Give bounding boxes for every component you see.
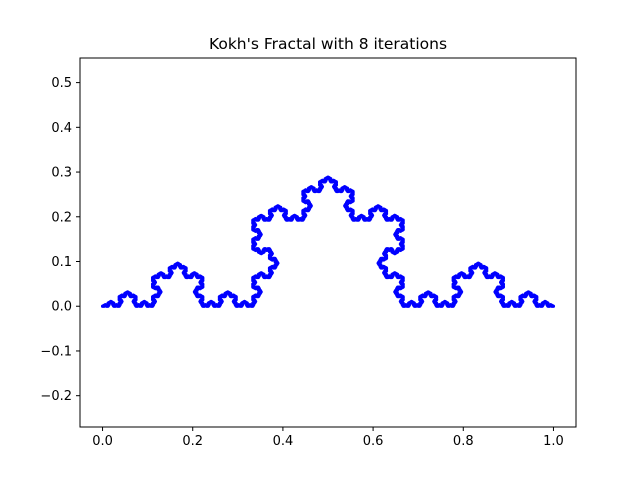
x-tick-label: 1.0 (543, 434, 564, 449)
x-tick-label: 0.0 (92, 434, 113, 449)
series-layer (100, 175, 556, 308)
chart-title: Kokh's Fractal with 8 iterations (209, 35, 447, 53)
y-tick-label: −0.2 (40, 389, 72, 404)
x-tick-label: 0.4 (273, 434, 294, 449)
y-tick-label: 0.5 (51, 76, 72, 91)
y-tick-label: 0.3 (51, 166, 72, 181)
y-tick-label: 0.4 (51, 121, 72, 136)
plot-area: 0.0 0.2 0.4 0.6 0.8 1.0 −0.2 −0.1 0.0 0.1 0.2 0.3 0… (40, 57, 577, 449)
y-axis: −0.2 −0.1 0.0 0.1 0.2 0.3 0.4 0.5 (40, 76, 80, 404)
x-tick-label: 0.2 (182, 434, 203, 449)
x-axis: 0.0 0.2 0.4 0.6 0.8 1.0 (92, 427, 564, 449)
y-tick-label: 0.1 (51, 255, 72, 270)
y-tick-label: 0.2 (51, 210, 72, 225)
axes-frame (79, 57, 577, 428)
x-tick-label: 0.6 (363, 434, 384, 449)
koch-curve-series-0 (100, 175, 556, 308)
y-tick-label: 0.0 (51, 300, 72, 315)
y-tick-label: −0.1 (40, 344, 72, 359)
x-tick-label: 0.8 (453, 434, 474, 449)
